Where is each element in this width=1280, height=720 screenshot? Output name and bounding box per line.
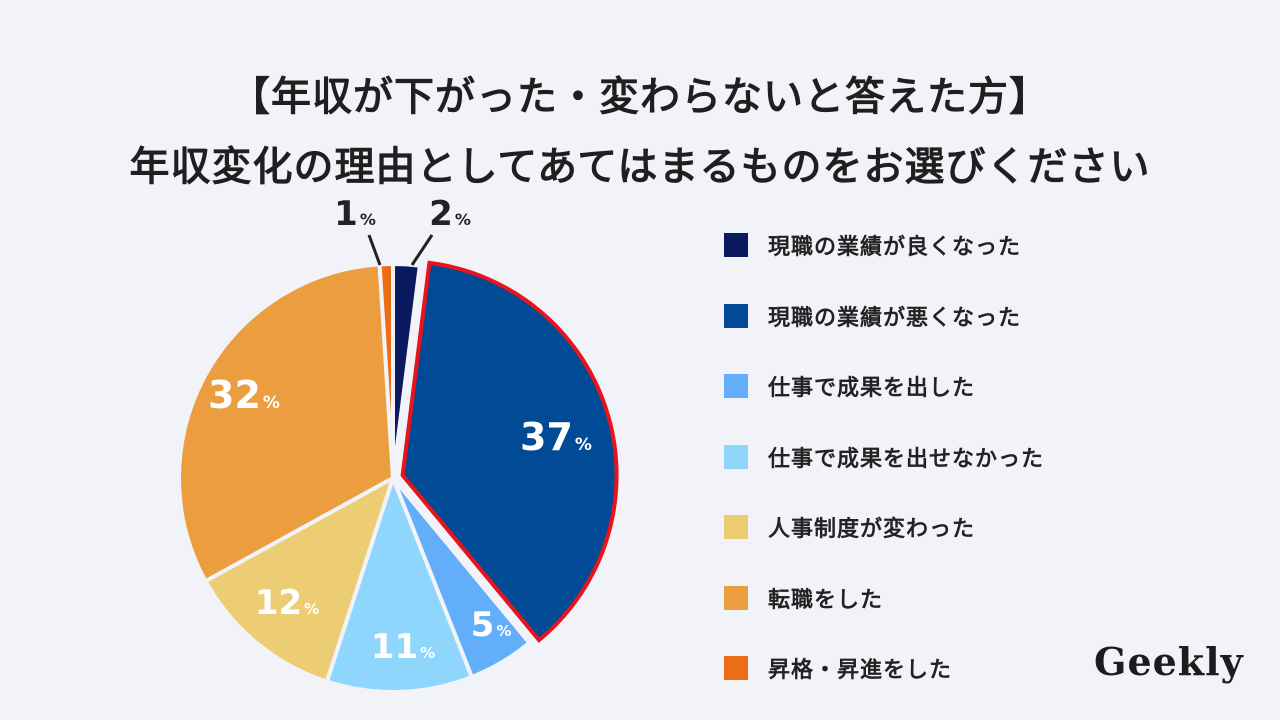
pie-slice: [324, 472, 475, 694]
legend-label: 仕事で成果を出せなかった: [768, 446, 1045, 472]
legend-item: 現職の業績が悪くなった: [724, 299, 1021, 333]
geekly-logo: Geekly: [1094, 639, 1244, 684]
chart-title-line1: 【年収が下がった・変わらないと答えた方】: [230, 74, 1050, 120]
leader-line: [367, 234, 382, 266]
legend-swatch: [724, 374, 748, 398]
legend-item: 仕事で成果を出せなかった: [724, 440, 1044, 474]
slice-label: 37%: [520, 415, 592, 459]
legend-label: 現職の業績が悪くなった: [768, 305, 1022, 331]
leader-line: [410, 234, 434, 266]
slice-label: 11%: [371, 627, 435, 667]
slice-label: 12%: [255, 583, 319, 623]
chart-title-line2: 年収変化の理由としてあてはまるものをお選びください: [129, 144, 1151, 190]
legend-label: 転職をした: [768, 587, 884, 613]
legend-item: 現職の業績が良くなった: [724, 228, 1021, 262]
legend-swatch: [724, 515, 748, 539]
legend-label: 昇格・昇進をした: [768, 658, 953, 683]
legend-swatch: [724, 233, 748, 257]
legend-item: 仕事で成果を出した: [724, 369, 975, 403]
legend-item: 昇格・昇進をした: [724, 651, 952, 685]
pie-slice: [177, 262, 396, 584]
legend-item: 人事制度が変わった: [724, 510, 975, 544]
legend-label: 人事制度が変わった: [768, 517, 976, 542]
legend-swatch: [724, 656, 748, 680]
legend-swatch: [724, 585, 748, 610]
slice-label: 5%: [471, 605, 512, 645]
legend-item: 転職をした: [724, 581, 883, 615]
legend-swatch: [724, 303, 748, 328]
slice-label: 1%: [334, 194, 376, 234]
pie-slice: [400, 260, 619, 643]
slice-label: 2%: [429, 194, 471, 234]
legend-swatch: [724, 444, 748, 469]
slice-label: 32%: [208, 373, 280, 417]
pie-slice: [202, 473, 397, 685]
legend-label: 現職の業績が良くなった: [768, 235, 1022, 260]
pie-chart: 2 % 37 % 5 % 11 % 12 % 32 % 1%: [177, 194, 619, 694]
legend-label: 仕事で成果を出した: [768, 376, 976, 401]
